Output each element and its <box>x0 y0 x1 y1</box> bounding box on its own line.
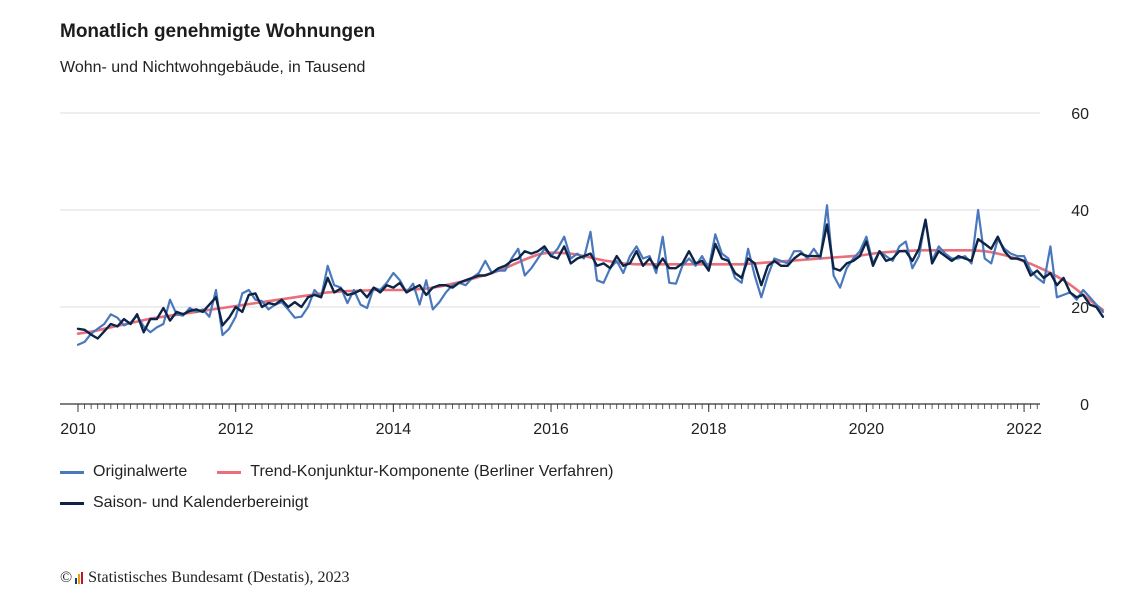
series-saison-line <box>76 218 1105 340</box>
x-tick-label-2022: 2022 <box>1006 421 1042 438</box>
legend-item-original[interactable]: Originalwerte <box>60 463 187 481</box>
y-tick-label-20: 20 <box>1071 300 1089 317</box>
series-trend-line <box>76 249 1105 336</box>
source-text: Statistisches Bundesamt (Destatis), 2023 <box>88 569 350 586</box>
legend-item-trend[interactable]: Trend-Konjunktur-Komponente (Berliner Ve… <box>217 463 613 481</box>
source-note: © Statistisches Bundesamt (Destatis), 20… <box>60 569 349 587</box>
legend-swatch-saison <box>60 501 84 505</box>
copyright-symbol: © <box>60 569 73 586</box>
x-tick-label-2020: 2020 <box>849 421 885 438</box>
legend-row-2: Saison- und Kalenderbereinigt <box>60 494 338 512</box>
destatis-logo-icon <box>75 572 84 584</box>
legend-row-1: Originalwerte Trend-Konjunktur-Komponent… <box>60 463 643 481</box>
x-tick-label-2010: 2010 <box>60 421 96 438</box>
x-tick-label-2014: 2014 <box>376 421 412 438</box>
chart-title: Monatlich genehmigte Wohnungen <box>60 21 376 42</box>
legend-item-saison[interactable]: Saison- und Kalenderbereinigt <box>60 494 308 512</box>
series-original-line <box>76 204 1105 346</box>
y-tick-label-40: 40 <box>1071 203 1089 220</box>
legend-label-saison: Saison- und Kalenderbereinigt <box>93 494 309 511</box>
legend-swatch-trend <box>217 470 242 474</box>
chart-subtitle: Wohn- und Nichtwohngebäude, in Tausend <box>60 59 366 76</box>
x-tick-label-2012: 2012 <box>218 421 254 438</box>
x-tick-label-2016: 2016 <box>533 421 569 438</box>
legend-label-trend: Trend-Konjunktur-Komponente (Berliner Ve… <box>250 463 614 480</box>
y-tick-label-60: 60 <box>1071 106 1089 123</box>
y-tick-label-0: 0 <box>1080 397 1089 414</box>
legend-swatch-original <box>60 470 84 474</box>
x-tick-label-2018: 2018 <box>691 421 727 438</box>
line-chart: 0 20 40 60 2010 2012 2014 2016 2018 2020 2022 <box>60 106 1105 438</box>
legend-label-original: Originalwerte <box>93 463 188 480</box>
